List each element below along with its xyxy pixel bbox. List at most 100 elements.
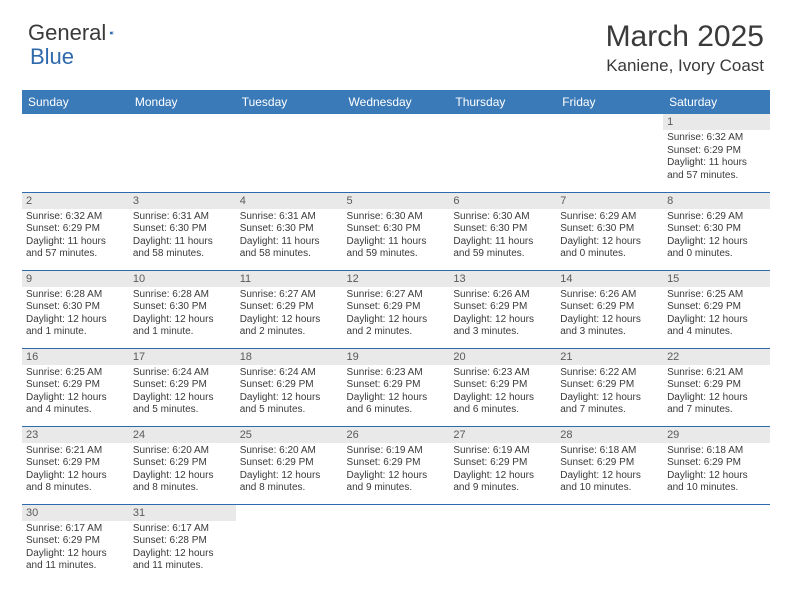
calendar-cell: 30Sunrise: 6:17 AMSunset: 6:29 PMDayligh… xyxy=(22,504,129,582)
brand-logo: General xyxy=(28,20,136,46)
calendar-cell: 8Sunrise: 6:29 AMSunset: 6:30 PMDaylight… xyxy=(663,192,770,270)
calendar-cell: 31Sunrise: 6:17 AMSunset: 6:28 PMDayligh… xyxy=(129,504,236,582)
calendar-cell: 7Sunrise: 6:29 AMSunset: 6:30 PMDaylight… xyxy=(556,192,663,270)
weekday-header: Thursday xyxy=(449,90,556,114)
calendar-table: SundayMondayTuesdayWednesdayThursdayFrid… xyxy=(22,90,770,582)
day-number: 27 xyxy=(449,427,556,443)
weekday-header: Wednesday xyxy=(343,90,450,114)
header: General March 2025 Kaniene, Ivory Coast xyxy=(0,0,792,82)
day-details: Sunrise: 6:17 AMSunset: 6:28 PMDaylight:… xyxy=(129,521,236,577)
calendar-cell: 1Sunrise: 6:32 AMSunset: 6:29 PMDaylight… xyxy=(663,114,770,192)
day-details: Sunrise: 6:21 AMSunset: 6:29 PMDaylight:… xyxy=(22,443,129,499)
day-details: Sunrise: 6:24 AMSunset: 6:29 PMDaylight:… xyxy=(236,365,343,421)
calendar-cell xyxy=(556,114,663,192)
day-number: 31 xyxy=(129,505,236,521)
calendar-cell: 29Sunrise: 6:18 AMSunset: 6:29 PMDayligh… xyxy=(663,426,770,504)
calendar-cell: 20Sunrise: 6:23 AMSunset: 6:29 PMDayligh… xyxy=(449,348,556,426)
calendar-cell xyxy=(343,114,450,192)
weekday-header: Tuesday xyxy=(236,90,343,114)
day-number: 21 xyxy=(556,349,663,365)
day-details: Sunrise: 6:30 AMSunset: 6:30 PMDaylight:… xyxy=(449,209,556,265)
day-number: 30 xyxy=(22,505,129,521)
day-number: 29 xyxy=(663,427,770,443)
calendar-cell: 13Sunrise: 6:26 AMSunset: 6:29 PMDayligh… xyxy=(449,270,556,348)
day-number: 14 xyxy=(556,271,663,287)
calendar-head: SundayMondayTuesdayWednesdayThursdayFrid… xyxy=(22,90,770,114)
day-number: 23 xyxy=(22,427,129,443)
day-number: 5 xyxy=(343,193,450,209)
day-number: 18 xyxy=(236,349,343,365)
day-details: Sunrise: 6:18 AMSunset: 6:29 PMDaylight:… xyxy=(663,443,770,499)
day-details: Sunrise: 6:32 AMSunset: 6:29 PMDaylight:… xyxy=(22,209,129,265)
calendar-cell xyxy=(449,114,556,192)
day-number: 12 xyxy=(343,271,450,287)
day-number: 25 xyxy=(236,427,343,443)
day-details: Sunrise: 6:25 AMSunset: 6:29 PMDaylight:… xyxy=(663,287,770,343)
day-number: 10 xyxy=(129,271,236,287)
calendar-cell: 23Sunrise: 6:21 AMSunset: 6:29 PMDayligh… xyxy=(22,426,129,504)
day-details: Sunrise: 6:23 AMSunset: 6:29 PMDaylight:… xyxy=(449,365,556,421)
calendar-cell: 28Sunrise: 6:18 AMSunset: 6:29 PMDayligh… xyxy=(556,426,663,504)
title-block: March 2025 Kaniene, Ivory Coast xyxy=(606,20,764,76)
month-title: March 2025 xyxy=(606,20,764,54)
calendar-cell: 21Sunrise: 6:22 AMSunset: 6:29 PMDayligh… xyxy=(556,348,663,426)
day-details: Sunrise: 6:30 AMSunset: 6:30 PMDaylight:… xyxy=(343,209,450,265)
calendar-cell: 27Sunrise: 6:19 AMSunset: 6:29 PMDayligh… xyxy=(449,426,556,504)
day-details: Sunrise: 6:21 AMSunset: 6:29 PMDaylight:… xyxy=(663,365,770,421)
day-number: 4 xyxy=(236,193,343,209)
day-number: 20 xyxy=(449,349,556,365)
calendar-cell xyxy=(236,504,343,582)
day-number: 15 xyxy=(663,271,770,287)
day-details: Sunrise: 6:19 AMSunset: 6:29 PMDaylight:… xyxy=(343,443,450,499)
day-details: Sunrise: 6:27 AMSunset: 6:29 PMDaylight:… xyxy=(343,287,450,343)
day-number: 2 xyxy=(22,193,129,209)
day-number: 8 xyxy=(663,193,770,209)
day-details: Sunrise: 6:23 AMSunset: 6:29 PMDaylight:… xyxy=(343,365,450,421)
day-details: Sunrise: 6:26 AMSunset: 6:29 PMDaylight:… xyxy=(556,287,663,343)
calendar-cell: 24Sunrise: 6:20 AMSunset: 6:29 PMDayligh… xyxy=(129,426,236,504)
day-details: Sunrise: 6:29 AMSunset: 6:30 PMDaylight:… xyxy=(556,209,663,265)
calendar-body: 1Sunrise: 6:32 AMSunset: 6:29 PMDaylight… xyxy=(22,114,770,582)
calendar-cell: 26Sunrise: 6:19 AMSunset: 6:29 PMDayligh… xyxy=(343,426,450,504)
day-number: 28 xyxy=(556,427,663,443)
day-details: Sunrise: 6:28 AMSunset: 6:30 PMDaylight:… xyxy=(22,287,129,343)
day-details: Sunrise: 6:28 AMSunset: 6:30 PMDaylight:… xyxy=(129,287,236,343)
calendar-cell: 14Sunrise: 6:26 AMSunset: 6:29 PMDayligh… xyxy=(556,270,663,348)
day-details: Sunrise: 6:31 AMSunset: 6:30 PMDaylight:… xyxy=(129,209,236,265)
flag-icon xyxy=(110,24,114,42)
calendar-cell: 18Sunrise: 6:24 AMSunset: 6:29 PMDayligh… xyxy=(236,348,343,426)
day-number: 13 xyxy=(449,271,556,287)
day-details: Sunrise: 6:32 AMSunset: 6:29 PMDaylight:… xyxy=(663,130,770,186)
day-details: Sunrise: 6:22 AMSunset: 6:29 PMDaylight:… xyxy=(556,365,663,421)
calendar-cell xyxy=(129,114,236,192)
calendar-cell: 2Sunrise: 6:32 AMSunset: 6:29 PMDaylight… xyxy=(22,192,129,270)
calendar-cell: 4Sunrise: 6:31 AMSunset: 6:30 PMDaylight… xyxy=(236,192,343,270)
day-details: Sunrise: 6:24 AMSunset: 6:29 PMDaylight:… xyxy=(129,365,236,421)
day-number: 11 xyxy=(236,271,343,287)
calendar-cell xyxy=(449,504,556,582)
weekday-header: Saturday xyxy=(663,90,770,114)
day-number: 22 xyxy=(663,349,770,365)
day-details: Sunrise: 6:19 AMSunset: 6:29 PMDaylight:… xyxy=(449,443,556,499)
calendar-cell: 25Sunrise: 6:20 AMSunset: 6:29 PMDayligh… xyxy=(236,426,343,504)
calendar-cell: 3Sunrise: 6:31 AMSunset: 6:30 PMDaylight… xyxy=(129,192,236,270)
calendar-cell: 16Sunrise: 6:25 AMSunset: 6:29 PMDayligh… xyxy=(22,348,129,426)
day-number: 26 xyxy=(343,427,450,443)
day-details: Sunrise: 6:26 AMSunset: 6:29 PMDaylight:… xyxy=(449,287,556,343)
day-details: Sunrise: 6:17 AMSunset: 6:29 PMDaylight:… xyxy=(22,521,129,577)
calendar-cell: 6Sunrise: 6:30 AMSunset: 6:30 PMDaylight… xyxy=(449,192,556,270)
calendar-cell: 10Sunrise: 6:28 AMSunset: 6:30 PMDayligh… xyxy=(129,270,236,348)
calendar-cell: 9Sunrise: 6:28 AMSunset: 6:30 PMDaylight… xyxy=(22,270,129,348)
calendar-cell xyxy=(556,504,663,582)
calendar-cell: 19Sunrise: 6:23 AMSunset: 6:29 PMDayligh… xyxy=(343,348,450,426)
calendar-cell: 12Sunrise: 6:27 AMSunset: 6:29 PMDayligh… xyxy=(343,270,450,348)
calendar-cell: 17Sunrise: 6:24 AMSunset: 6:29 PMDayligh… xyxy=(129,348,236,426)
day-number: 17 xyxy=(129,349,236,365)
weekday-header: Monday xyxy=(129,90,236,114)
calendar-cell: 22Sunrise: 6:21 AMSunset: 6:29 PMDayligh… xyxy=(663,348,770,426)
day-number: 1 xyxy=(663,114,770,130)
location: Kaniene, Ivory Coast xyxy=(606,56,764,76)
day-number: 7 xyxy=(556,193,663,209)
day-details: Sunrise: 6:18 AMSunset: 6:29 PMDaylight:… xyxy=(556,443,663,499)
calendar-cell xyxy=(663,504,770,582)
